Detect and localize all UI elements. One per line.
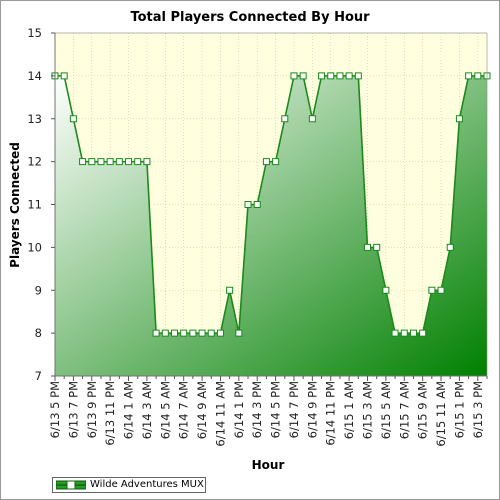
y-tick-label: 14 bbox=[27, 69, 42, 83]
x-tick-label: 6/15 9 AM bbox=[416, 381, 430, 439]
data-point bbox=[428, 286, 436, 294]
data-point bbox=[134, 158, 142, 166]
x-tick-label: 6/15 5 AM bbox=[379, 381, 393, 439]
x-tick-label: 6/14 7 PM bbox=[287, 381, 301, 438]
chart-title: Total Players Connected By Hour bbox=[130, 10, 370, 25]
x-tick-label: 6/14 3 PM bbox=[250, 381, 264, 438]
legend-item-label: Wilde Adventures MUX bbox=[90, 479, 204, 490]
data-point bbox=[419, 329, 427, 337]
data-point bbox=[336, 72, 344, 80]
data-point bbox=[143, 158, 151, 166]
x-tick-label: 6/15 1 PM bbox=[452, 381, 466, 438]
data-point bbox=[226, 286, 234, 294]
series-points bbox=[51, 72, 491, 337]
data-point bbox=[465, 72, 473, 80]
data-point bbox=[272, 158, 280, 166]
x-tick-label: 6/14 7 AM bbox=[177, 381, 191, 439]
data-point bbox=[400, 329, 408, 337]
data-point bbox=[88, 158, 96, 166]
data-point bbox=[474, 72, 482, 80]
data-point bbox=[180, 329, 188, 337]
data-point bbox=[373, 243, 381, 251]
x-tick-label: 6/13 7 PM bbox=[66, 381, 80, 438]
x-tick-label: 6/15 3 AM bbox=[361, 381, 375, 439]
data-point bbox=[437, 286, 445, 294]
data-point bbox=[161, 329, 169, 337]
series-area bbox=[55, 75, 487, 376]
data-point bbox=[125, 158, 133, 166]
y-tick-label: 8 bbox=[35, 326, 42, 340]
legend: Wilde Adventures MUX bbox=[52, 477, 206, 493]
y-tick-label: 10 bbox=[27, 240, 42, 254]
data-point bbox=[318, 72, 326, 80]
data-point bbox=[97, 158, 105, 166]
data-point bbox=[446, 243, 454, 251]
data-point bbox=[115, 158, 123, 166]
data-point bbox=[152, 329, 160, 337]
data-point bbox=[391, 329, 399, 337]
y-tick-label: 13 bbox=[27, 112, 42, 126]
legend-swatch-icon bbox=[56, 480, 86, 490]
y-tick-label: 11 bbox=[27, 198, 42, 212]
data-point bbox=[364, 243, 372, 251]
x-tick-label: 6/14 5 AM bbox=[158, 381, 172, 439]
data-point bbox=[409, 329, 417, 337]
data-point bbox=[198, 329, 206, 337]
data-point bbox=[216, 329, 224, 337]
data-point bbox=[354, 72, 362, 80]
data-point bbox=[235, 329, 243, 337]
data-point bbox=[455, 115, 463, 123]
x-tick-label: 6/14 5 PM bbox=[269, 381, 283, 438]
x-tick-label: 6/15 3 PM bbox=[471, 381, 485, 438]
data-point bbox=[299, 72, 307, 80]
data-point bbox=[281, 115, 289, 123]
x-tick-label: 6/14 11 AM bbox=[213, 381, 227, 447]
data-point bbox=[170, 329, 178, 337]
x-tick-label: 6/14 9 PM bbox=[305, 381, 319, 438]
data-point bbox=[345, 72, 353, 80]
data-point bbox=[327, 72, 335, 80]
data-point bbox=[189, 329, 197, 337]
y-tick-label: 7 bbox=[35, 369, 42, 383]
data-point bbox=[79, 158, 87, 166]
x-tick-labels: 6/13 5 PM 6/13 7 PM 6/13 9 PM 6/13 11 PM 6/1… bbox=[48, 376, 488, 447]
x-tick-label: 6/14 1 AM bbox=[122, 381, 136, 439]
x-tick-label: 6/15 7 AM bbox=[397, 381, 411, 439]
y-tick-labels: 7 8 9 10 11 12 13 14 15 bbox=[27, 26, 55, 383]
data-point bbox=[244, 201, 252, 208]
data-point bbox=[308, 115, 316, 123]
data-point bbox=[253, 201, 261, 208]
x-axis-label: Hour bbox=[252, 458, 285, 472]
x-tick-label: 6/14 11 PM bbox=[324, 381, 338, 446]
data-point bbox=[106, 158, 114, 166]
x-tick-label: 6/13 5 PM bbox=[48, 381, 62, 438]
x-tick-label: 6/13 11 PM bbox=[103, 381, 117, 446]
y-tick-label: 9 bbox=[35, 283, 42, 297]
y-tick-label: 15 bbox=[27, 26, 42, 40]
data-point bbox=[207, 329, 215, 337]
data-point bbox=[290, 72, 298, 80]
x-tick-label: 6/15 11 AM bbox=[434, 381, 448, 447]
y-tick-label: 12 bbox=[27, 155, 42, 169]
x-tick-label: 6/14 1 PM bbox=[232, 381, 246, 438]
data-point bbox=[382, 286, 390, 294]
y-axis-label: Players Connected bbox=[8, 142, 22, 268]
data-point bbox=[262, 158, 270, 166]
x-tick-label: 6/14 3 AM bbox=[140, 381, 154, 439]
x-tick-label: 6/14 9 AM bbox=[195, 381, 209, 439]
data-point bbox=[69, 115, 77, 123]
x-tick-label: 6/15 1 AM bbox=[342, 381, 356, 439]
x-tick-label: 6/13 9 PM bbox=[85, 381, 99, 438]
data-point bbox=[60, 72, 68, 80]
